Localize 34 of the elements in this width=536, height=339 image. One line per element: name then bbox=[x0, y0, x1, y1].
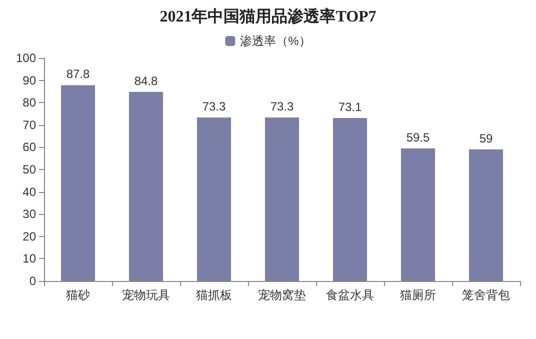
x-tick-label: 猫砂 bbox=[66, 288, 90, 302]
legend-label: 渗透率（%） bbox=[240, 34, 311, 48]
y-tick-label: 30 bbox=[22, 207, 36, 222]
x-tick-label: 猫厕所 bbox=[400, 288, 436, 302]
y-tick-label: 60 bbox=[22, 140, 36, 154]
y-tick-label: 100 bbox=[16, 51, 36, 65]
bar bbox=[61, 85, 95, 281]
chart-title: 2021年中国猫用品渗透率TOP7 bbox=[160, 6, 376, 26]
y-tick-label: 50 bbox=[22, 162, 36, 176]
y-tick-label: 20 bbox=[22, 229, 36, 244]
data-label: 87.8 bbox=[66, 67, 90, 82]
bar bbox=[333, 118, 367, 281]
data-label: 59 bbox=[479, 131, 493, 146]
y-tick-label: 0 bbox=[29, 274, 36, 288]
x-tick-label: 食盆水具 bbox=[326, 288, 374, 302]
bar bbox=[469, 149, 503, 281]
y-tick-label: 10 bbox=[22, 252, 36, 266]
data-label: 73.1 bbox=[338, 100, 362, 114]
data-label: 73.3 bbox=[202, 100, 226, 114]
bar bbox=[129, 92, 163, 281]
y-tick-label: 80 bbox=[22, 96, 36, 110]
x-tick-label: 宠物玩具 bbox=[122, 288, 170, 302]
bar bbox=[401, 148, 435, 281]
x-tick-label: 宠物窝垫 bbox=[258, 288, 306, 302]
bar bbox=[197, 118, 231, 281]
x-tick-label: 笼舍背包 bbox=[462, 288, 510, 302]
data-label: 59.5 bbox=[406, 130, 430, 144]
data-label: 73.3 bbox=[270, 100, 294, 114]
data-label: 84.8 bbox=[134, 74, 158, 88]
bar bbox=[265, 118, 299, 281]
y-tick-label: 90 bbox=[22, 73, 36, 88]
x-tick-label: 猫抓板 bbox=[196, 288, 232, 302]
y-tick-label: 40 bbox=[22, 184, 36, 199]
y-tick-label: 70 bbox=[22, 118, 36, 132]
